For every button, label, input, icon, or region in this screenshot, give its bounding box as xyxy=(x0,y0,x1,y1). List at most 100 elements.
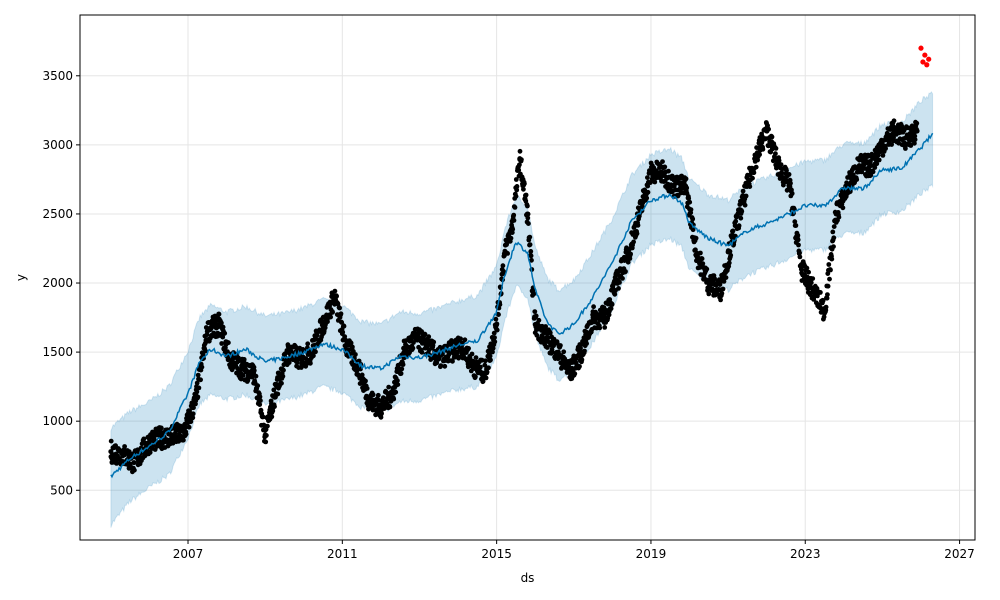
observed-point xyxy=(872,165,878,170)
observed-point xyxy=(889,142,894,147)
observed-point xyxy=(241,357,247,362)
observed-point xyxy=(688,207,694,213)
observed-point xyxy=(704,266,710,272)
observed-point xyxy=(534,332,540,338)
observed-point xyxy=(747,184,753,190)
observed-point xyxy=(480,378,486,384)
observed-point xyxy=(198,377,204,383)
observed-point xyxy=(912,133,918,139)
observed-point xyxy=(784,168,789,174)
observed-point xyxy=(551,343,556,349)
observed-point xyxy=(597,325,603,331)
observed-point xyxy=(488,357,493,363)
x-axis-label: ds xyxy=(521,571,535,585)
observed-point xyxy=(698,250,703,256)
observed-point xyxy=(776,158,782,164)
observed-point xyxy=(238,376,244,382)
observed-point xyxy=(874,161,880,167)
observed-point xyxy=(804,265,810,271)
observed-point xyxy=(792,219,798,225)
observed-point xyxy=(272,404,277,409)
observed-point xyxy=(308,360,313,366)
observed-point xyxy=(577,364,582,369)
observed-point xyxy=(458,336,463,342)
observed-point xyxy=(386,384,392,390)
observed-point xyxy=(765,123,770,128)
observed-point xyxy=(255,383,261,389)
observed-point xyxy=(271,387,277,393)
observed-point xyxy=(820,298,826,304)
observed-point xyxy=(645,183,651,189)
observed-point xyxy=(740,188,746,194)
observed-point xyxy=(623,269,628,274)
observed-point xyxy=(486,365,491,371)
observed-point xyxy=(617,280,622,285)
observed-point xyxy=(616,286,621,291)
observed-point xyxy=(757,152,762,158)
observed-point xyxy=(523,192,529,198)
observed-point xyxy=(660,159,665,165)
observed-point xyxy=(543,324,548,329)
observed-point xyxy=(219,341,225,346)
observed-point xyxy=(204,332,210,338)
observed-point xyxy=(193,401,198,407)
observed-point xyxy=(195,394,201,400)
observed-point xyxy=(183,425,188,430)
observed-point xyxy=(631,239,636,245)
observed-point xyxy=(487,353,493,359)
recent-point xyxy=(920,59,926,65)
observed-point xyxy=(393,389,399,395)
observed-point xyxy=(525,215,531,221)
observed-point xyxy=(258,398,263,403)
observed-point xyxy=(483,375,489,381)
observed-point xyxy=(513,177,519,182)
observed-point xyxy=(582,348,587,354)
observed-point xyxy=(795,233,801,238)
observed-point xyxy=(789,191,795,196)
observed-point xyxy=(536,317,542,323)
observed-point xyxy=(483,358,488,364)
observed-point xyxy=(332,288,338,294)
observed-point xyxy=(305,341,311,347)
observed-point xyxy=(527,234,533,240)
observed-point xyxy=(517,162,522,168)
forecast-line xyxy=(110,132,934,479)
observed-point xyxy=(260,414,266,420)
observed-point xyxy=(706,291,712,297)
observed-point xyxy=(490,345,496,351)
observed-point xyxy=(666,168,671,174)
observed-point xyxy=(908,143,914,148)
observed-point xyxy=(158,425,164,431)
observed-point xyxy=(870,169,876,175)
observed-point xyxy=(190,411,196,417)
x-tick-label: 2027 xyxy=(944,547,975,561)
observed-point xyxy=(789,187,794,193)
observed-point xyxy=(431,339,437,345)
observed-point xyxy=(723,275,729,280)
observed-point xyxy=(620,276,625,281)
y-axis-ticks: 500 1000 1500 2000 2500 3000 3500 xyxy=(42,69,80,497)
observed-point xyxy=(490,349,495,355)
observed-point xyxy=(699,256,705,262)
observed-point xyxy=(395,382,401,387)
observed-point xyxy=(836,214,842,220)
observed-point xyxy=(426,334,432,340)
observed-point xyxy=(469,351,475,357)
observed-point xyxy=(222,330,228,336)
observed-point xyxy=(257,402,263,407)
observed-point xyxy=(517,148,523,154)
observed-point xyxy=(279,380,284,386)
observed-point xyxy=(773,151,778,157)
observed-point xyxy=(466,346,471,351)
observed-point xyxy=(644,195,650,201)
observed-point xyxy=(510,226,516,232)
observed-point xyxy=(264,433,269,438)
observed-point xyxy=(512,205,518,210)
observed-point xyxy=(281,367,286,373)
observed-point xyxy=(561,349,567,355)
observed-point xyxy=(399,366,405,372)
recent-point xyxy=(918,45,924,51)
observed-point xyxy=(912,140,917,146)
observed-point xyxy=(818,290,823,295)
observed-point xyxy=(195,372,201,378)
